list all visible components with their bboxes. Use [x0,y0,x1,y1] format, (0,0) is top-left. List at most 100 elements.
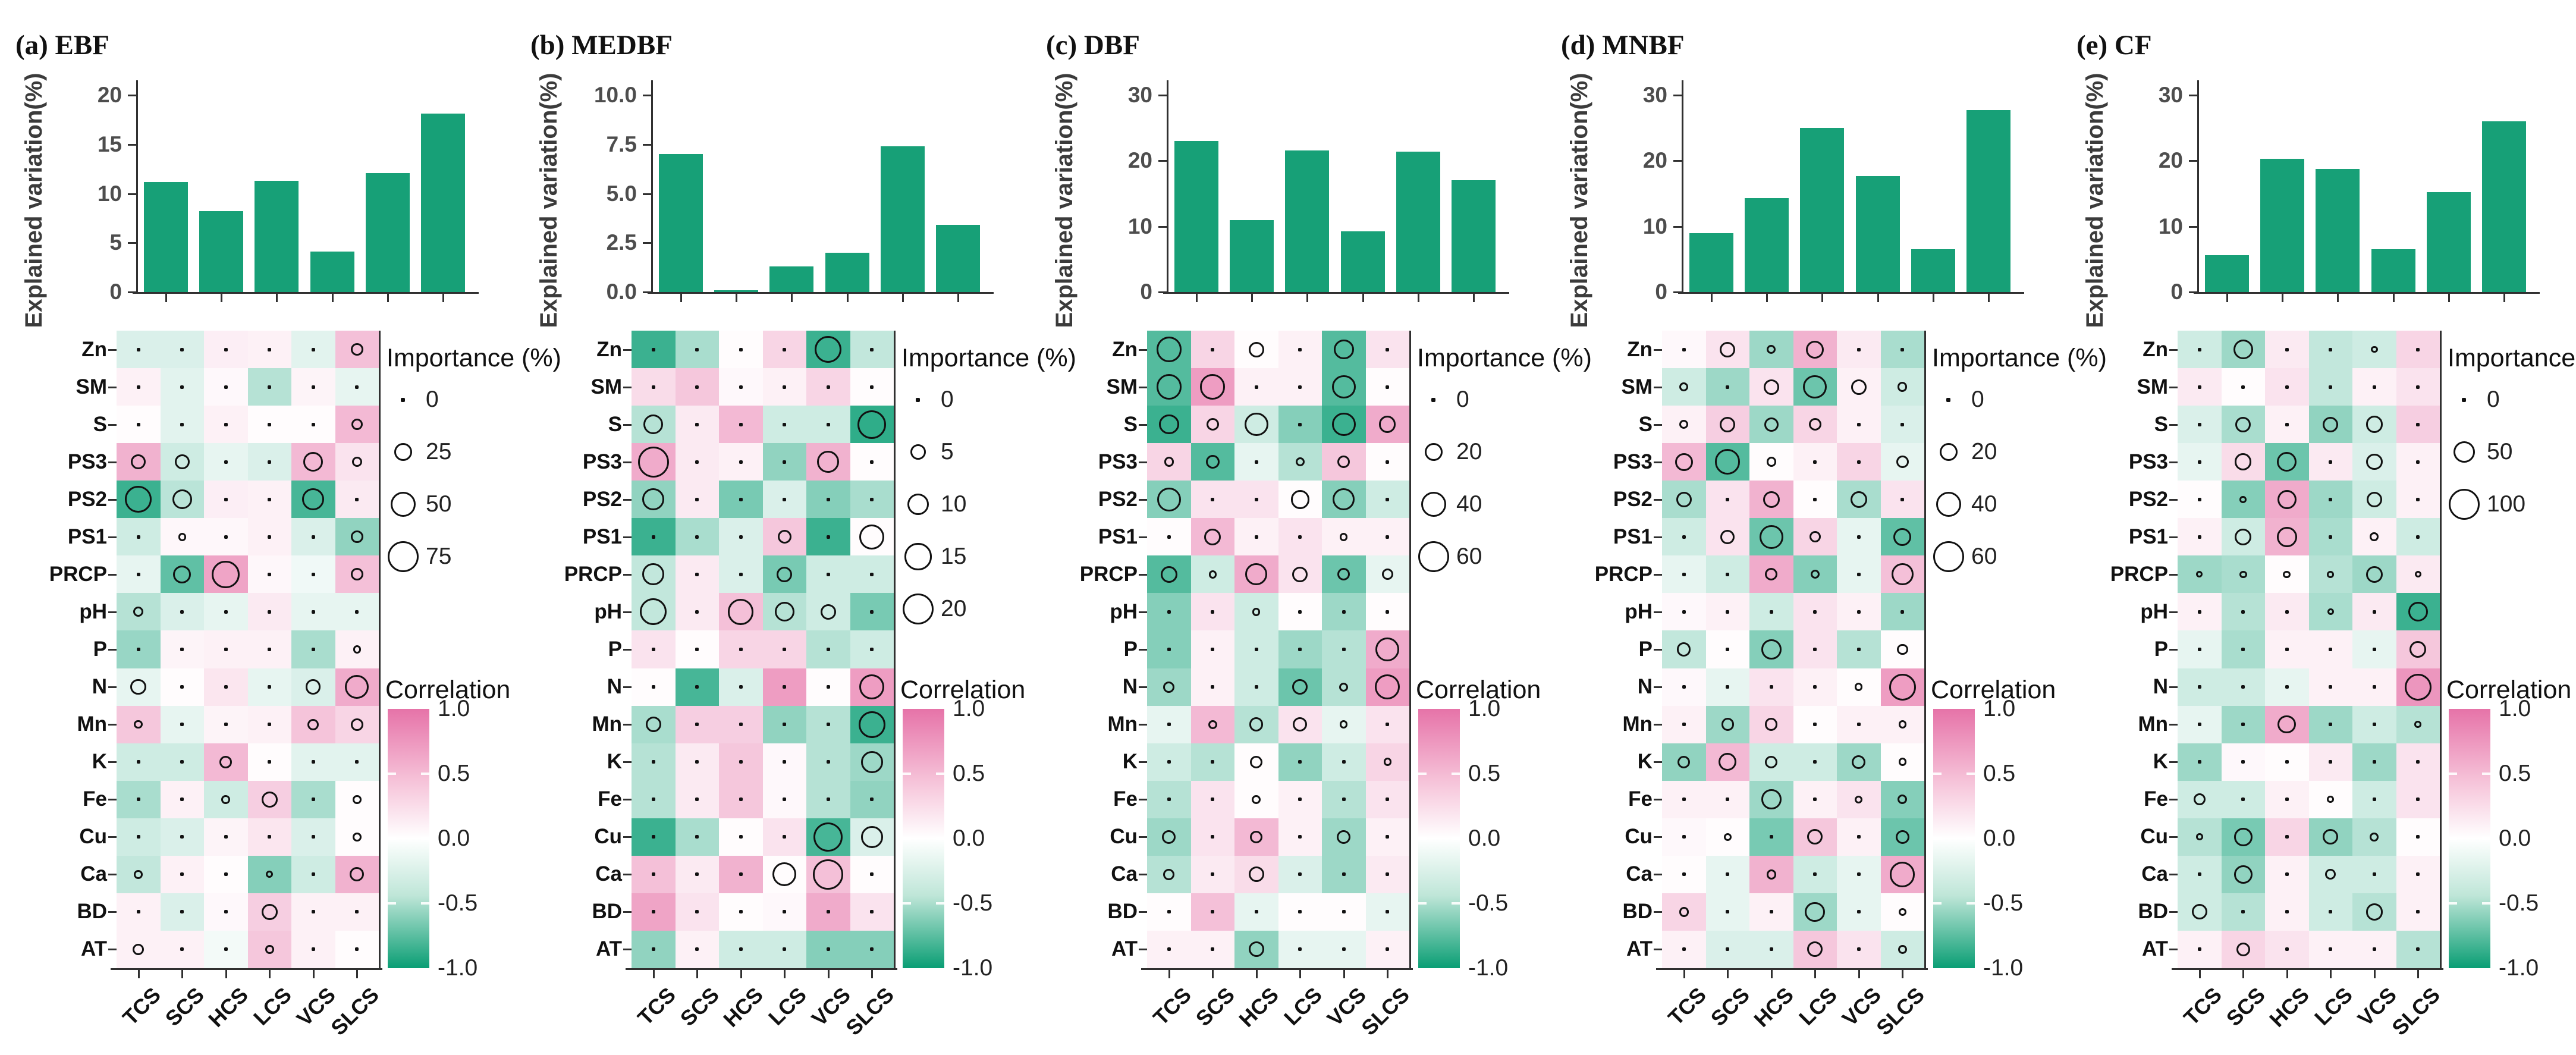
heatmap-cell [1147,593,1191,631]
heatmap-cell [2265,705,2309,744]
importance-dot [1726,947,1730,952]
importance-dot [1856,910,1861,914]
importance-dot [180,685,184,689]
heatmap-cell [1190,481,1235,519]
heatmap-cell [335,855,379,894]
importance-dot [1386,872,1390,877]
importance-dot [1342,910,1346,914]
heatmap-cell [2308,705,2353,744]
importance-circle [2327,796,2335,803]
importance-dot [224,647,228,651]
importance-dot [2197,460,2201,464]
heatmap-cell [1837,780,1881,819]
heatmap-cell [1793,930,1837,969]
heatmap-cell [1147,368,1191,406]
row-tick-mark [623,461,632,463]
importance-circle [125,486,152,513]
importance-circle [2233,865,2253,884]
importance-legend-value: 50 [426,491,452,517]
bar-x-tick-mark [902,294,904,302]
row-tick-mark [1139,461,1147,463]
importance-dot [355,385,359,389]
importance-circle [350,568,363,581]
importance-circle [2283,570,2291,579]
importance-dot [2285,872,2289,877]
heatmap-cell [160,780,205,819]
row-label: P [93,638,107,661]
importance-dot [1769,610,1773,614]
importance-circle [1766,457,1776,467]
heatmap-cell [1278,443,1322,481]
importance-dot [1167,760,1171,764]
importance-circle [1721,718,1734,731]
row-label: PS2 [1613,487,1653,511]
importance-circle [261,791,278,808]
heatmap-cell [291,705,335,744]
importance-circle [777,530,791,544]
importance-dot [1211,647,1215,651]
importance-dot [1726,797,1730,802]
heatmap-cell [1705,443,1750,481]
heatmap-cell [1322,406,1366,444]
importance-circle [2239,570,2247,579]
importance-dot [739,422,743,426]
row-tick-mark [2169,498,2178,501]
heatmap-cell [1278,481,1322,519]
col-tick-mark [312,970,315,978]
heatmap-cell [806,518,850,556]
heatmap-cell [1147,331,1191,369]
row-label: SM [1106,375,1138,398]
importance-dot [2285,797,2289,802]
heatmap-cell [1147,743,1191,781]
heatmap-cell [291,818,335,856]
heatmap-cell [1234,593,1278,631]
importance-dot [651,797,655,802]
heatmap-cell [762,743,807,781]
importance-dot [1769,947,1773,952]
heatmap-cell [291,406,335,444]
heatmap-cell [247,518,292,556]
importance-circle [643,415,664,435]
row-label: PS2 [67,487,107,511]
importance-circle [350,867,365,882]
importance-legend-value: 20 [1971,439,1997,464]
importance-dot [1386,797,1390,802]
importance-circle [350,343,363,356]
col-tick-mark [1770,970,1773,978]
correlation-tick-label: 0.0 [2499,825,2531,851]
importance-circle [134,720,143,729]
row-tick-mark [623,498,632,501]
row-tick-mark [108,874,117,876]
heatmap-cell [1234,743,1278,781]
importance-dot [2285,835,2289,839]
row-tick-mark [1654,649,1662,651]
heatmap-cell [2265,630,2309,669]
importance-dot [2197,385,2201,389]
heatmap-cell [806,593,850,631]
importance-dot [1342,647,1346,651]
importance-circle [2233,340,2253,359]
importance-dot [1813,460,1817,464]
heatmap-cell [2396,705,2440,744]
heatmap-cell [1234,780,1278,819]
row-tick-mark [1654,761,1662,764]
importance-circle [351,419,363,431]
importance-circle [1245,563,1268,586]
importance-dot [136,572,140,576]
bar-y-axis-label: Explained variation(%) [2082,73,2108,328]
heatmap-cell [291,630,335,669]
importance-legend-value: 50 [2487,439,2513,464]
heatmap-cell [675,893,720,931]
heatmap-cell [335,630,379,669]
importance-circle [1719,753,1737,771]
correlation-legend-title: Correlation [1416,676,1541,704]
importance-legend-value: 10 [941,491,967,517]
heatmap-cell [160,668,205,707]
importance-legend-value: 40 [1971,491,1997,517]
row-label: Cu [594,825,622,849]
row-label: N [92,675,107,699]
bar-x-tick-mark [2282,294,2283,302]
importance-dot [1900,422,1905,426]
importance-circle [1761,789,1782,809]
row-tick-mark [1139,949,1147,951]
